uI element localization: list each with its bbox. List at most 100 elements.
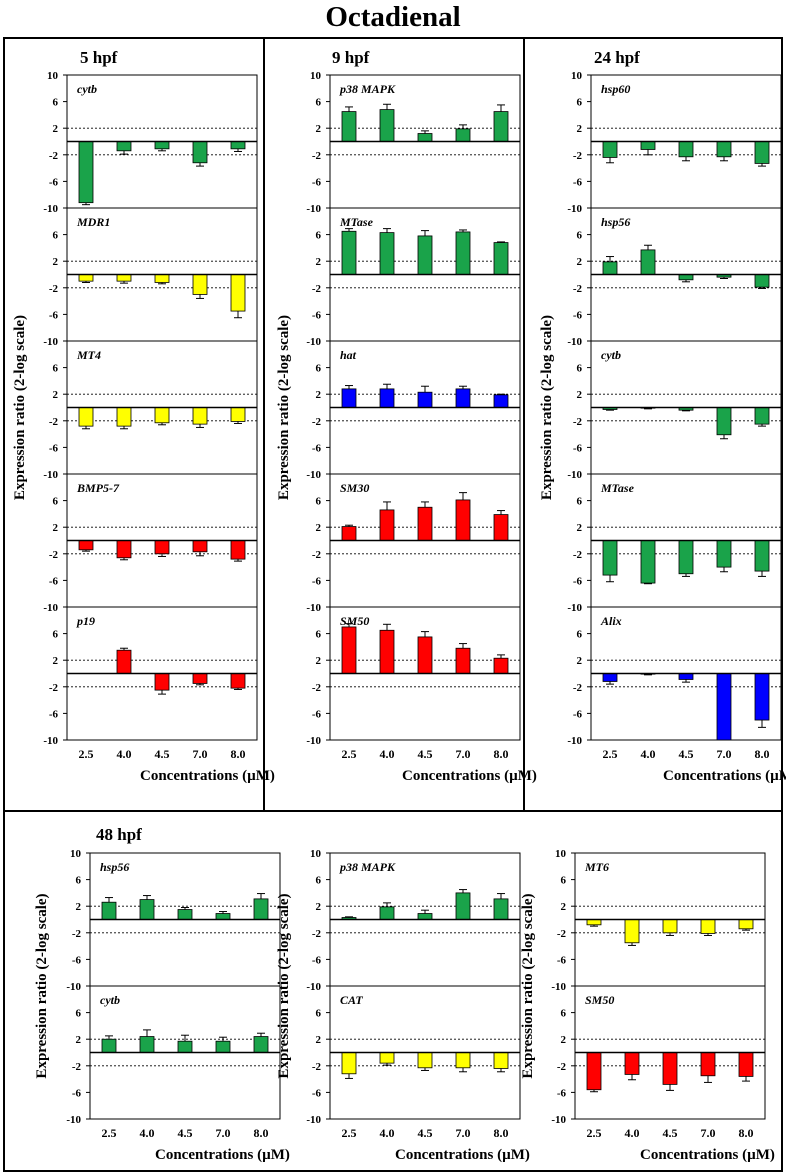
y-tick-label: -2 [312, 283, 322, 295]
bar [700, 1052, 716, 1077]
y-tick-label: -6 [49, 176, 59, 188]
y-tick-label: 2 [577, 256, 583, 268]
bar [192, 540, 208, 553]
x-tick-label: 4.0 [641, 747, 656, 761]
y-tick-label: -2 [573, 682, 583, 694]
bar [700, 919, 716, 934]
y-tick-label: -2 [312, 1061, 322, 1073]
x-tick-label: 7.0 [193, 747, 208, 761]
y-tick-label: 6 [577, 97, 583, 109]
bar [754, 274, 770, 288]
y-tick-label: 2 [316, 256, 322, 268]
gene-chart-alix: Alix [587, 606, 782, 741]
bar [116, 274, 132, 282]
x-tick-label: 7.0 [717, 747, 732, 761]
x-tick-label: 4.5 [679, 747, 694, 761]
y-tick-label: -6 [312, 309, 322, 321]
x-tick-label: 7.0 [701, 1126, 716, 1140]
gene-label: CAT [340, 993, 363, 1007]
bar [716, 673, 732, 741]
y-tick-label: 2 [76, 901, 82, 913]
x-tick-label: 2.5 [342, 1126, 357, 1140]
gene-chart-mtase: MTase [587, 473, 782, 608]
y-tick-label: -2 [72, 928, 82, 940]
y-tick-label: -10 [306, 203, 321, 215]
bar [215, 913, 231, 920]
stage-label: 9 hpf [332, 48, 370, 67]
bar [678, 141, 694, 158]
gene-label: MTase [339, 215, 374, 229]
bar [738, 919, 754, 930]
bar [341, 388, 357, 408]
y-tick-label: 6 [53, 230, 59, 242]
y-tick-label: 2 [561, 901, 567, 913]
bar [455, 647, 471, 674]
y-tick-label: -10 [66, 981, 81, 993]
y-tick-label: 2 [53, 655, 59, 667]
bar [754, 673, 770, 721]
gene-chart-hsp60: hsp60 [587, 74, 782, 209]
x-tick-label: 2.5 [603, 747, 618, 761]
bar [78, 274, 94, 282]
y-tick-label: 2 [53, 256, 59, 268]
gene-label: SM50 [340, 614, 369, 628]
bar [493, 1052, 509, 1069]
y-tick-label: -2 [49, 283, 59, 295]
bar [624, 919, 640, 944]
bar [154, 673, 170, 691]
bar [379, 906, 395, 920]
bar [455, 1052, 471, 1069]
y-tick-label: -6 [557, 954, 567, 966]
gene-label: hat [340, 348, 357, 362]
y-tick-label: 2 [76, 1034, 82, 1046]
y-tick-label: 2 [316, 1034, 322, 1046]
gene-label: p38 MAPK [339, 860, 396, 874]
bottom-frame [3, 810, 783, 1172]
y-tick-label: -2 [573, 549, 583, 561]
x-tick-label: 2.5 [79, 747, 94, 761]
bar [586, 1052, 602, 1091]
y-tick-label: -2 [312, 682, 322, 694]
y-tick-label: 2 [577, 522, 583, 534]
y-tick-label: 6 [316, 363, 322, 375]
bar [678, 540, 694, 575]
stage-label: 48 hpf [96, 825, 142, 844]
y-tick-label: -6 [72, 954, 82, 966]
bar [116, 141, 132, 152]
y-tick-label: 2 [316, 389, 322, 401]
y-tick-label: 6 [53, 363, 59, 375]
gene-label: cytb [77, 82, 97, 96]
gene-label: p38 MAPK [339, 82, 396, 96]
y-tick-label: -6 [573, 309, 583, 321]
y-tick-label: 2 [561, 1034, 567, 1046]
x-tick-label: 8.0 [494, 1126, 509, 1140]
y-tick-label: 6 [53, 629, 59, 641]
x-tick-label: 2.5 [102, 1126, 117, 1140]
y-tick-label: -10 [306, 735, 321, 747]
bar [341, 1052, 357, 1075]
x-tick-label: 4.5 [418, 1126, 433, 1140]
bar [177, 1040, 193, 1053]
bar [101, 901, 117, 920]
y-tick-label: -6 [49, 575, 59, 587]
y-tick-label: 6 [316, 496, 322, 508]
bar [754, 407, 770, 425]
y-tick-label: -10 [567, 336, 582, 348]
y-tick-label: 6 [561, 1008, 567, 1020]
gene-chart-hat: hat [326, 340, 521, 475]
y-tick-label: 2 [53, 123, 59, 135]
bar [493, 657, 509, 674]
y-tick-label: -6 [49, 309, 59, 321]
x-axis-title: Concentrations (µM) [395, 1147, 530, 1163]
x-axis-title: Concentrations (µM) [663, 768, 786, 784]
stage-label: 5 hpf [80, 48, 118, 67]
y-tick-label: 6 [316, 1008, 322, 1020]
y-tick-label: -2 [49, 416, 59, 428]
bar [192, 673, 208, 684]
x-tick-label: 8.0 [231, 747, 246, 761]
y-tick-label: -6 [312, 575, 322, 587]
x-axis-title: Concentrations (µM) [140, 768, 275, 784]
y-axis-title: Expression ratio (2-log scale) [539, 315, 555, 500]
x-tick-label: 4.5 [663, 1126, 678, 1140]
